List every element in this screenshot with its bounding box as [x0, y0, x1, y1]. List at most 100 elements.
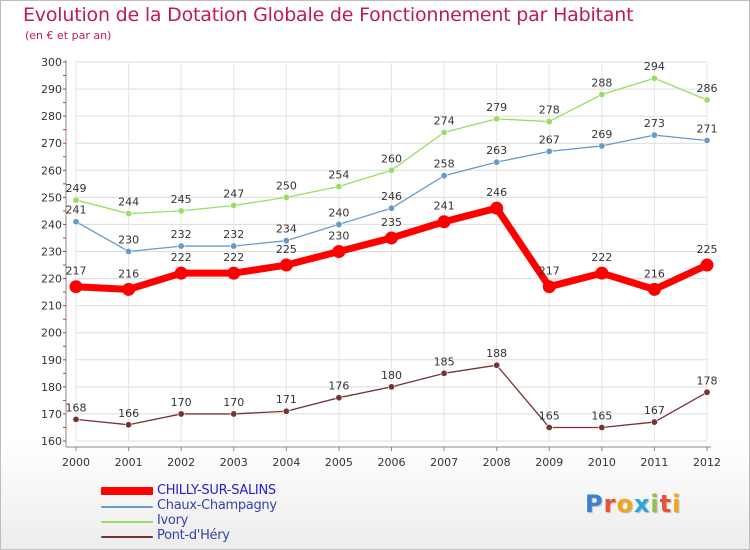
logo-letter: i [650, 490, 660, 518]
data-point-ivory [230, 201, 238, 209]
x-tick-label: 2001 [115, 456, 143, 469]
data-label-chaux-champagny: 263 [486, 144, 507, 157]
y-tick-label: 250 [41, 191, 62, 204]
data-point-ivory [545, 118, 553, 126]
proxiti-logo: Proxiti [585, 490, 681, 518]
data-point-chaux-champagny [493, 158, 501, 166]
data-label-pont-d-h-ry: 171 [276, 393, 297, 406]
legend-swatch [101, 506, 153, 508]
data-point-pont-d-h-ry [493, 361, 501, 369]
data-label-chilly-sur-salins: 222 [591, 251, 612, 264]
data-point-chaux-champagny [282, 237, 290, 245]
logo-letter: i [672, 490, 682, 518]
data-point-pont-d-h-ry [387, 383, 395, 391]
y-tick-label: 270 [41, 137, 62, 150]
data-label-chilly-sur-salins: 225 [276, 243, 297, 256]
data-label-chaux-champagny: 241 [66, 204, 87, 217]
x-tick-label: 2003 [220, 456, 248, 469]
data-label-pont-d-h-ry: 166 [118, 407, 139, 420]
data-point-pont-d-h-ry [703, 388, 711, 396]
data-point-ivory [125, 210, 133, 218]
legend-swatch [101, 536, 153, 538]
data-label-chaux-champagny: 267 [539, 133, 560, 146]
data-label-pont-d-h-ry: 165 [591, 409, 612, 422]
legend-item-pont-d-h-ry: Pont-d'Héry [101, 528, 361, 544]
x-tick-label: 2009 [535, 456, 563, 469]
data-point-ivory [440, 128, 448, 136]
y-tick-label: 260 [41, 164, 62, 177]
logo-letter: t [659, 490, 673, 518]
data-label-chilly-sur-salins: 217 [539, 265, 560, 278]
data-point-chaux-champagny [598, 142, 606, 150]
data-point-chilly-sur-salins [227, 266, 241, 280]
data-label-chilly-sur-salins: 241 [434, 200, 455, 213]
data-label-chaux-champagny: 258 [434, 158, 455, 171]
data-point-chaux-champagny [545, 147, 553, 155]
data-label-chaux-champagny: 271 [697, 123, 718, 136]
y-tick-label: 300 [41, 56, 62, 69]
data-point-chaux-champagny [230, 242, 238, 250]
data-label-pont-d-h-ry: 168 [66, 401, 87, 414]
data-label-pont-d-h-ry: 165 [539, 409, 560, 422]
data-label-pont-d-h-ry: 170 [171, 396, 192, 409]
legend-item-ivory: Ivory [101, 513, 361, 529]
data-point-chaux-champagny [125, 248, 133, 256]
data-point-pont-d-h-ry [335, 394, 343, 402]
data-label-ivory: 279 [486, 101, 507, 114]
data-point-chilly-sur-salins [437, 215, 451, 229]
logo-letter: r [603, 490, 617, 518]
logo-letter: o [616, 490, 634, 518]
y-tick-label: 220 [41, 273, 62, 286]
data-label-ivory: 286 [697, 82, 718, 95]
data-label-chilly-sur-salins: 230 [328, 230, 349, 243]
data-point-pont-d-h-ry [72, 415, 80, 423]
data-label-chaux-champagny: 269 [591, 128, 612, 141]
data-point-ivory [282, 193, 290, 201]
data-label-chilly-sur-salins: 216 [118, 267, 139, 280]
x-tick-label: 2007 [430, 456, 458, 469]
data-point-chaux-champagny [650, 131, 658, 139]
data-label-chilly-sur-salins: 217 [66, 265, 87, 278]
y-tick-label: 180 [41, 381, 62, 394]
legend-label: Pont-d'Héry [157, 528, 230, 543]
data-point-ivory [387, 166, 395, 174]
y-tick-label: 240 [41, 218, 62, 231]
data-point-pont-d-h-ry [598, 423, 606, 431]
data-label-ivory: 260 [381, 152, 402, 165]
x-tick-label: 2010 [588, 456, 616, 469]
data-label-chilly-sur-salins: 222 [171, 251, 192, 264]
data-label-ivory: 278 [539, 104, 560, 117]
data-point-chaux-champagny [387, 204, 395, 212]
chart-subtitle: (en € et par an) [25, 29, 112, 42]
data-point-chilly-sur-salins [279, 258, 293, 272]
data-labels: 241 230 232 232 234 240 246 258 263 267 269 273 271 2… [66, 60, 718, 422]
data-label-ivory: 250 [276, 179, 297, 192]
data-point-chilly-sur-salins [122, 282, 136, 296]
data-label-chaux-champagny: 230 [118, 234, 139, 247]
data-point-chilly-sur-salins [490, 201, 504, 215]
data-point-chaux-champagny [72, 218, 80, 226]
data-label-ivory: 254 [328, 169, 349, 182]
x-axis-ticks: 2000 2001 2002 2003 2004 2005 2006 2007 2008 2009… [62, 456, 721, 469]
data-label-chaux-champagny: 240 [328, 206, 349, 219]
data-label-chilly-sur-salins: 246 [486, 186, 507, 199]
y-tick-label: 230 [41, 246, 62, 259]
data-point-pont-d-h-ry [177, 410, 185, 418]
legend-label: Chaux-Champagny [157, 498, 277, 513]
data-label-chaux-champagny: 246 [381, 190, 402, 203]
data-point-ivory [598, 90, 606, 98]
data-label-pont-d-h-ry: 170 [223, 396, 244, 409]
data-point-pont-d-h-ry [282, 407, 290, 415]
x-tick-label: 2011 [640, 456, 668, 469]
data-point-chilly-sur-salins [542, 280, 556, 294]
legend-label: CHILLY-SUR-SALINS [157, 483, 276, 498]
chart-title: Evolution de la Dotation Globale de Fonc… [23, 4, 634, 26]
y-tick-label: 280 [41, 110, 62, 123]
axes [63, 60, 711, 451]
data-point-chaux-champagny [703, 137, 711, 145]
y-tick-label: 190 [41, 354, 62, 367]
data-point-chilly-sur-salins [69, 280, 83, 294]
series-group [69, 74, 714, 431]
